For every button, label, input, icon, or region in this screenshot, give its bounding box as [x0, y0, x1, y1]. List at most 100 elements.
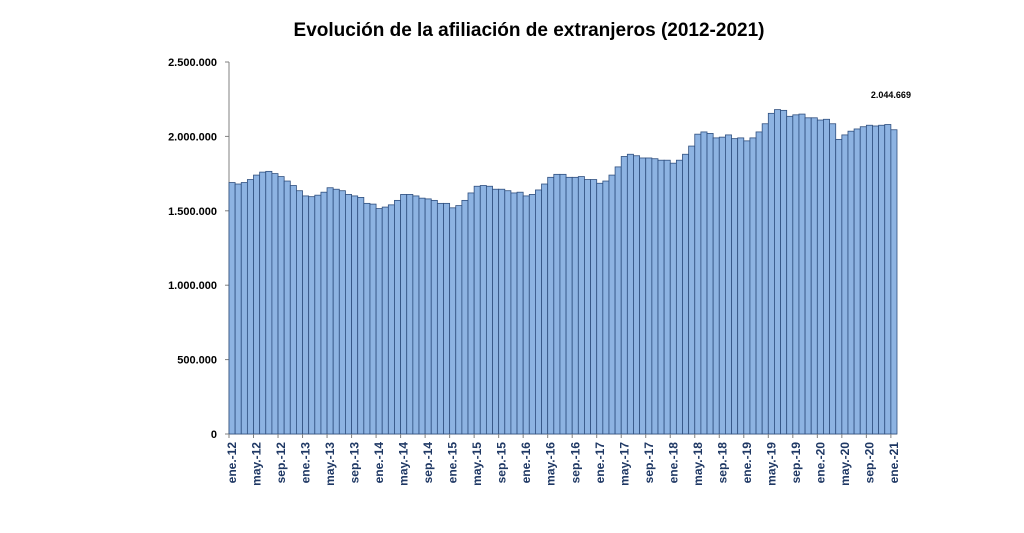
bar-mar.-16 [535, 189, 542, 435]
x-tick-label: ene.-21 [887, 442, 901, 484]
y-tick-label: 2.500.000 [168, 57, 217, 69]
bar-may.-18 [694, 133, 702, 435]
x-tick-label: sep.-14 [421, 442, 435, 484]
bar-may.-20 [841, 134, 849, 435]
bars-group [228, 109, 898, 435]
bar-ago.-14 [418, 197, 426, 435]
bar-ene.-20 [816, 119, 824, 435]
x-tick-label: sep.-16 [568, 442, 582, 484]
data-label-last: 2.044.669 [871, 90, 911, 100]
bar-abr.-15 [467, 192, 475, 435]
bar-sep.-17 [645, 157, 653, 435]
bar-jul.-13 [338, 190, 346, 435]
bar-sep.-20 [865, 124, 873, 435]
x-tick-label: ene.-13 [299, 442, 313, 484]
bar-ene.-19 [743, 140, 751, 435]
bar-ene.-15 [449, 207, 457, 435]
bar-ago.-12 [271, 173, 279, 435]
bar-ene.-14 [375, 208, 383, 435]
bar-may.-13 [326, 187, 334, 435]
bar-oct.-15 [504, 190, 512, 435]
bar-jun.-20 [847, 130, 855, 435]
bar-may.-15 [473, 185, 481, 435]
bar-feb.-15 [455, 205, 463, 435]
bar-jun.-13 [332, 188, 340, 435]
bar-ago.-17 [639, 157, 647, 435]
data-labels: 2.044.669 [871, 90, 911, 100]
bar-mar.-18 [682, 153, 690, 435]
bar-nov.-13 [363, 202, 371, 435]
x-tick-label: may.-14 [397, 442, 411, 486]
bar-feb.-18 [675, 159, 683, 435]
bar-ago.-16 [565, 176, 573, 435]
bar-jul.-18 [706, 133, 714, 435]
bar-ene.-17 [596, 182, 604, 435]
x-tick-label: sep.-18 [715, 442, 729, 484]
x-tick-label: ene.-14 [372, 442, 386, 484]
bar-feb.-13 [308, 196, 316, 435]
bar-abr.-16 [541, 183, 549, 435]
bar-oct.-12 [283, 180, 291, 435]
bar-jun.-19 [774, 109, 781, 435]
bar-sep.-19 [792, 114, 800, 435]
y-axis-ticks: 0 500.000 1.000.000 1.500.000 2.000.000 2.500… [168, 57, 229, 441]
bar-dic.-17 [663, 159, 671, 435]
x-tick-label: ene.-17 [593, 442, 607, 484]
bar-feb.-16 [528, 194, 536, 435]
bar-oct.-16 [577, 176, 585, 435]
x-tick-label: sep.-12 [274, 442, 288, 484]
bar-mar.-20 [829, 123, 837, 435]
y-tick-label: 1.000.000 [168, 280, 217, 292]
x-tick-label: sep.-20 [862, 442, 876, 484]
x-tick-label: sep.-19 [789, 442, 803, 484]
bar-may.-19 [767, 112, 775, 435]
bar-may.-12 [253, 174, 261, 435]
bar-oct.-19 [798, 113, 806, 435]
bar-ago.-20 [859, 126, 867, 435]
bar-jul.-14 [412, 195, 420, 435]
y-tick-label: 500.000 [177, 355, 217, 367]
bar-abr.-19 [761, 123, 769, 435]
x-tick-label: may.-20 [838, 442, 852, 486]
bar-ago.-19 [786, 115, 794, 435]
bar-mar.-19 [755, 131, 763, 435]
x-tick-label: ene.-12 [225, 442, 239, 484]
y-tick-label: 0 [211, 429, 217, 441]
chart-title: Evolución de la afiliación de extranjero… [293, 20, 765, 41]
y-tick-label: 2.000.000 [168, 131, 217, 143]
x-tick-label: may.-12 [250, 442, 264, 486]
bar-jul.-12 [265, 170, 273, 435]
bar-sep.-15 [498, 188, 506, 435]
bar-oct.-20 [872, 125, 880, 435]
bar-oct.-18 [725, 134, 732, 435]
x-tick-label: may.-16 [544, 442, 558, 486]
bar-nov.-19 [804, 117, 812, 435]
bar-feb.-17 [602, 180, 610, 435]
bar-ene.-16 [522, 195, 530, 435]
bar-jul.-20 [853, 128, 861, 435]
bar-dic.-12 [296, 190, 303, 435]
bar-nov.-17 [657, 159, 665, 435]
bar-dic.-18 [737, 137, 745, 435]
bar-dic.-15 [516, 191, 524, 435]
bar-mar.-14 [387, 204, 395, 435]
bar-ene.-21 [890, 129, 898, 435]
bar-abr.-14 [394, 199, 401, 435]
bar-dic.-16 [590, 179, 598, 435]
bar-nov.-12 [289, 185, 297, 435]
bar-dic.-13 [369, 203, 377, 435]
x-tick-label: may.-18 [691, 442, 705, 486]
y-tick-label: 1.500.000 [168, 206, 217, 218]
bar-nov.-20 [878, 124, 886, 435]
bar-ene.-13 [302, 195, 310, 435]
bar-jun.-15 [479, 185, 487, 435]
x-tick-label: ene.-19 [740, 442, 754, 484]
bar-jun.-12 [259, 171, 267, 435]
bar-oct.-14 [430, 199, 438, 435]
x-tick-label: ene.-20 [813, 442, 827, 484]
x-tick-label: ene.-18 [666, 442, 680, 484]
bar-may.-17 [620, 156, 628, 435]
bar-sep.-16 [571, 176, 579, 435]
bar-nov.-18 [731, 138, 739, 435]
